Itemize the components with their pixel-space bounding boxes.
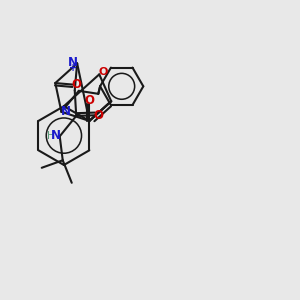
Text: O: O xyxy=(72,78,82,91)
Text: N: N xyxy=(51,129,61,142)
Text: O: O xyxy=(84,94,94,107)
Text: N: N xyxy=(68,56,78,69)
Text: H: H xyxy=(47,131,55,141)
Text: N: N xyxy=(61,105,71,118)
Text: +: + xyxy=(69,63,77,73)
Text: O: O xyxy=(98,67,107,77)
Text: O: O xyxy=(94,109,104,122)
